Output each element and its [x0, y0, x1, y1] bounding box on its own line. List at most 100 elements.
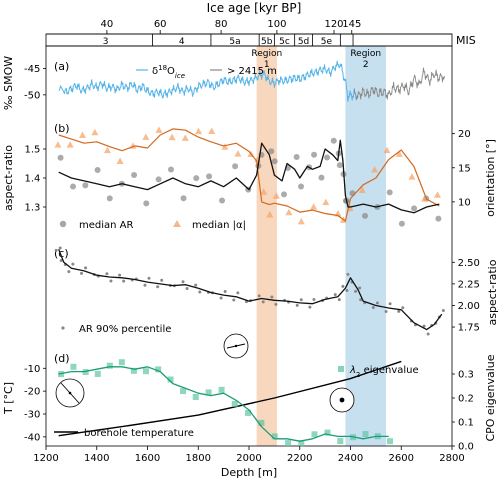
y-axis-title-b: aspect-ratio: [2, 145, 15, 211]
y-axis-title-c: aspect-ratio: [486, 259, 499, 325]
median-ar-point: [206, 173, 213, 180]
median-ar-point: [180, 195, 187, 202]
median-alpha-point: [78, 131, 86, 138]
ar90-point: [375, 301, 379, 305]
region-band-2: [345, 46, 387, 446]
median-alpha-point: [54, 141, 62, 148]
cpo-glyph-girdle-wide: [55, 378, 85, 408]
median-ar-point: [330, 137, 337, 144]
median-alpha-point: [310, 203, 318, 210]
lambda2-point: [205, 389, 212, 396]
y-axis-title-d: T [°C]: [2, 382, 15, 415]
median-ar-point: [143, 200, 150, 207]
ar90-point: [274, 302, 278, 306]
ar90-point: [181, 280, 185, 284]
median-ar-point: [168, 166, 175, 173]
lambda2-point: [258, 419, 265, 426]
median-ar-point: [298, 183, 305, 190]
ar90-point: [422, 324, 426, 328]
median-ar-point: [271, 158, 278, 165]
median-ar-point: [268, 148, 275, 155]
y2-tick-label: 0.0: [458, 442, 474, 453]
median-alpha-point: [433, 191, 441, 198]
legend-panel-b: median AR median |α|: [59, 220, 246, 231]
ar90-point: [185, 286, 189, 290]
ar90-point: [346, 272, 350, 276]
legend-d18o-label: δ18Oice: [152, 64, 185, 80]
ar90-point: [384, 309, 388, 313]
ar90-point: [345, 288, 349, 292]
y2-tick-label: 0.2: [458, 394, 474, 405]
legend-deep-label: > 2415 m: [227, 66, 277, 77]
median-alpha-point: [208, 127, 216, 134]
ar90-point: [295, 303, 299, 307]
lambda2-point: [82, 369, 89, 376]
y2-tick-label: 10: [458, 197, 471, 208]
lambda2-point: [94, 370, 101, 377]
panel-label-b: (b): [54, 122, 70, 135]
y-tick-label: 2.50: [458, 258, 480, 269]
median-ar-point: [324, 154, 331, 161]
top-tick-label: 120: [324, 19, 343, 30]
lambda2-point: [130, 367, 137, 374]
series-ar90-line: [58, 249, 443, 331]
mis-stage-label: 5e: [321, 37, 333, 47]
lambda2-point: [311, 431, 318, 438]
region-labels: Region 1 Region 2: [251, 49, 381, 70]
median-ar-point: [362, 212, 369, 219]
series-median-alpha-line: [58, 128, 440, 222]
legend-lambda2-marker: [338, 366, 344, 372]
ar90-point: [54, 248, 58, 252]
median-alpha-point: [408, 173, 416, 180]
ar90-point: [105, 272, 109, 276]
median-alpha-point: [272, 192, 280, 199]
panels: (a) -45 -50 ‰ SMOW (b) 1.3 1.4 1.5 10 15 20 aspect-…: [2, 56, 499, 453]
ar90-point: [219, 296, 223, 300]
median-ar-point: [155, 176, 162, 183]
series-lambda2-line: [58, 366, 389, 442]
top-tick-label: 40: [101, 19, 114, 30]
ar90-point: [388, 302, 392, 306]
ar90-point: [147, 276, 151, 280]
median-ar-point: [70, 183, 77, 190]
plot-frame: [45, 45, 453, 447]
ar90-point: [160, 278, 164, 282]
median-alpha-point: [285, 208, 293, 216]
median-ar-point: [386, 189, 393, 196]
ar90-point: [441, 308, 445, 312]
region-label-1: Region 1: [251, 49, 282, 70]
lambda2-point: [167, 376, 174, 383]
legend-ar90-marker: [61, 326, 65, 330]
ar90-point: [109, 279, 113, 283]
median-alpha-point: [221, 143, 229, 150]
x-tick-label: 1600: [135, 453, 160, 464]
median-ar-point: [94, 167, 101, 174]
median-ar-point: [131, 171, 138, 178]
ar90-point: [312, 298, 316, 302]
y-tick-label: 2.00: [458, 301, 480, 312]
lambda2-point: [337, 438, 344, 445]
ar90-point: [58, 246, 62, 250]
legend-median-ar-marker: [59, 220, 67, 228]
ar90-point: [143, 283, 147, 287]
median-alpha-point: [421, 195, 429, 202]
y-axis-title-a: ‰ SMOW: [2, 56, 15, 110]
region-bands: [256, 46, 387, 446]
lambda2-point: [180, 388, 187, 395]
lambda2-point: [142, 368, 149, 375]
legend-panel-d: λ2 eigenvalue borehole temperature: [54, 365, 419, 439]
median-alpha-point: [234, 150, 242, 157]
median-alpha-point: [91, 128, 99, 136]
y-tick-label: -45: [24, 64, 40, 75]
median-alpha-point: [155, 126, 163, 133]
ar90-point: [333, 293, 337, 297]
ar90-point: [198, 290, 202, 294]
ar90-point: [80, 271, 84, 275]
median-alpha-point: [116, 157, 124, 164]
ar90-point: [194, 283, 198, 287]
y-tick-label: -20: [24, 387, 40, 398]
ar90-point: [358, 286, 362, 290]
panel-label-a: (a): [54, 60, 69, 73]
lambda2-point: [231, 400, 238, 407]
mis-label: MIS: [456, 34, 476, 47]
